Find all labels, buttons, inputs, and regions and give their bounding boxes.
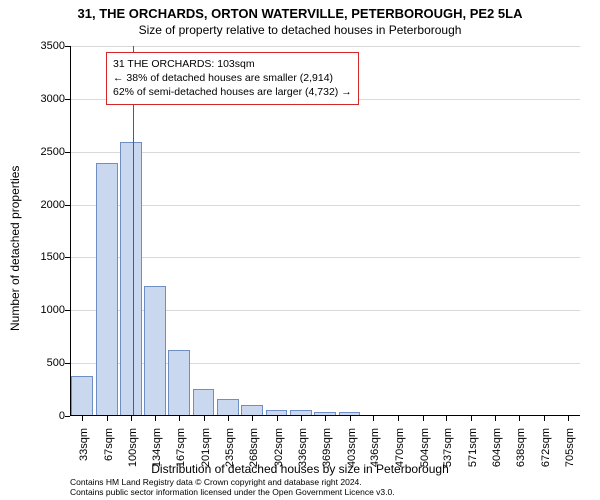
x-tick-label: 672sqm <box>540 428 552 478</box>
x-tick-mark <box>544 416 545 421</box>
y-tick-label: 0 <box>5 410 65 422</box>
grid-line <box>70 205 580 206</box>
histogram-bar <box>241 405 263 416</box>
footer-note: Contains HM Land Registry data © Crown c… <box>70 478 580 498</box>
x-tick-label: 705sqm <box>564 428 576 478</box>
x-tick-label: 403sqm <box>346 428 358 478</box>
y-tick-mark <box>65 152 70 153</box>
x-tick-label: 33sqm <box>78 428 90 478</box>
x-tick-mark <box>204 416 205 421</box>
y-tick-mark <box>65 416 70 417</box>
y-tick-mark <box>65 99 70 100</box>
x-tick-label: 470sqm <box>394 428 406 478</box>
y-tick-mark <box>65 363 70 364</box>
x-tick-label: 638sqm <box>515 428 527 478</box>
x-tick-label: 571sqm <box>467 428 479 478</box>
x-tick-label: 537sqm <box>442 428 454 478</box>
info-line-2: ← 38% of detached houses are smaller (2,… <box>113 71 352 85</box>
x-tick-mark <box>495 416 496 421</box>
x-tick-label: 302sqm <box>273 428 285 478</box>
x-tick-mark <box>325 416 326 421</box>
x-tick-mark <box>131 416 132 421</box>
x-tick-mark <box>519 416 520 421</box>
y-tick-label: 3500 <box>5 40 65 52</box>
y-tick-label: 3000 <box>5 93 65 105</box>
y-tick-label: 1500 <box>5 251 65 263</box>
y-tick-label: 2500 <box>5 146 65 158</box>
chart-title-sub: Size of property relative to detached ho… <box>0 23 600 37</box>
x-tick-mark <box>568 416 569 421</box>
histogram-bar <box>120 142 142 416</box>
x-tick-mark <box>277 416 278 421</box>
info-box: 31 THE ORCHARDS: 103sqm ← 38% of detache… <box>106 52 359 105</box>
info-line-3: 62% of semi-detached houses are larger (… <box>113 85 352 99</box>
histogram-bar <box>168 350 190 416</box>
x-tick-label: 336sqm <box>297 428 309 478</box>
x-tick-mark <box>301 416 302 421</box>
x-tick-mark <box>252 416 253 421</box>
info-line-1: 31 THE ORCHARDS: 103sqm <box>113 57 352 71</box>
y-tick-mark <box>65 310 70 311</box>
x-tick-label: 504sqm <box>419 428 431 478</box>
footer-line-2: Contains public sector information licen… <box>70 488 580 498</box>
x-tick-label: 100sqm <box>127 428 139 478</box>
histogram-bar <box>71 376 93 416</box>
x-tick-mark <box>179 416 180 421</box>
x-tick-mark <box>423 416 424 421</box>
x-tick-label: 268sqm <box>248 428 260 478</box>
y-tick-label: 2000 <box>5 199 65 211</box>
x-tick-label: 604sqm <box>491 428 503 478</box>
property-size-chart: 31, THE ORCHARDS, ORTON WATERVILLE, PETE… <box>0 0 600 500</box>
histogram-bar <box>193 389 215 416</box>
x-tick-label: 201sqm <box>200 428 212 478</box>
x-tick-mark <box>228 416 229 421</box>
x-tick-mark <box>155 416 156 421</box>
y-tick-mark <box>65 46 70 47</box>
x-tick-label: 369sqm <box>321 428 333 478</box>
histogram-bar <box>96 163 118 416</box>
x-tick-label: 167sqm <box>175 428 187 478</box>
x-tick-label: 134sqm <box>151 428 163 478</box>
y-tick-label: 500 <box>5 357 65 369</box>
grid-line <box>70 152 580 153</box>
grid-line <box>70 46 580 47</box>
y-tick-mark <box>65 205 70 206</box>
x-tick-mark <box>446 416 447 421</box>
x-tick-mark <box>398 416 399 421</box>
x-tick-mark <box>350 416 351 421</box>
x-tick-mark <box>82 416 83 421</box>
x-tick-mark <box>373 416 374 421</box>
y-tick-mark <box>65 257 70 258</box>
histogram-bar <box>144 286 166 416</box>
x-tick-label: 436sqm <box>369 428 381 478</box>
x-tick-mark <box>471 416 472 421</box>
x-tick-mark <box>107 416 108 421</box>
chart-title-main: 31, THE ORCHARDS, ORTON WATERVILLE, PETE… <box>0 6 600 21</box>
x-tick-label: 67sqm <box>103 428 115 478</box>
y-tick-label: 1000 <box>5 304 65 316</box>
x-tick-label: 235sqm <box>224 428 236 478</box>
histogram-bar <box>217 399 239 416</box>
grid-line <box>70 257 580 258</box>
